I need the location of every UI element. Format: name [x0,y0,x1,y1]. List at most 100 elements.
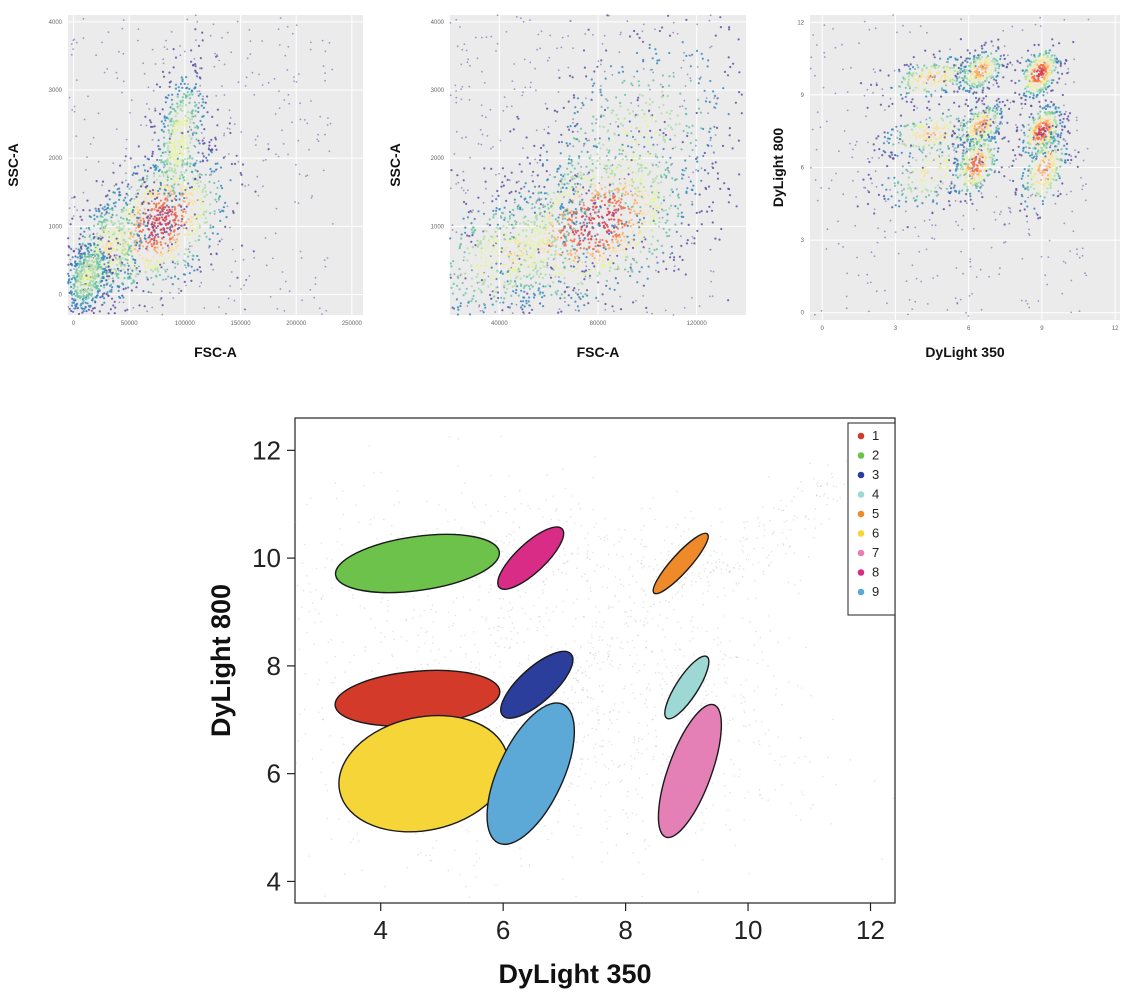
data-point [631,110,635,113]
data-point [571,76,574,79]
data-point [700,127,703,130]
data-point [569,249,572,252]
data-point [583,224,586,227]
data-point [664,133,667,137]
data-point [165,204,169,207]
data-point [708,295,711,298]
data-point [164,211,167,215]
data-point [652,219,655,222]
data-point [295,81,298,83]
data-point [96,260,99,263]
data-point [188,272,191,275]
data-point [719,187,722,190]
data-point [163,46,166,48]
data-point [585,165,588,168]
data-point [165,215,168,218]
data-point [495,198,498,201]
data-point [184,188,187,191]
data-point [485,187,487,190]
data-point [618,178,621,181]
data-point [181,135,184,138]
data-point [167,131,171,134]
data-point [926,74,929,77]
data-point [582,204,585,207]
data-point [462,217,465,220]
data-point [550,212,553,215]
data-point [670,109,673,112]
data-point [189,141,192,144]
data-point [604,302,607,306]
data-point [621,158,624,161]
data-point [570,296,573,299]
data-point [527,285,531,288]
data-point [200,67,203,70]
data-point [661,26,664,29]
data-point [154,109,157,112]
data-point [599,241,602,243]
data-point [167,149,170,152]
data-point [127,253,130,256]
data-point [663,138,666,142]
data-point [146,170,149,173]
data-point [712,270,715,273]
data-point [97,207,100,211]
data-point [180,214,184,217]
data-point [159,186,162,189]
data-point [619,295,622,298]
data-point [461,137,463,139]
data-point [519,306,523,309]
data-point [306,122,309,125]
data-point [73,38,76,41]
data-point [655,131,658,134]
data-point [209,224,212,227]
data-point [456,313,459,316]
data-point [567,66,570,69]
data-point [570,215,574,218]
data-point [175,247,178,250]
data-point [198,102,201,104]
data-point [113,191,116,194]
data-point [170,177,173,181]
data-point [683,307,686,309]
x-tick-label: 80000 [590,321,607,327]
data-point [603,167,606,170]
data-point [492,247,495,250]
data-point [588,207,591,210]
data-point [548,232,551,235]
data-point [449,187,452,190]
data-point [143,169,147,172]
data-point [590,179,593,181]
data-point [485,116,487,119]
data-point [551,225,554,228]
data-point [601,43,604,45]
data-point [624,259,627,261]
data-point [149,190,152,193]
data-point [660,244,663,247]
data-point [171,210,174,213]
data-point [623,128,626,131]
data-point [524,182,527,185]
data-point [299,102,301,105]
data-point [148,234,151,237]
data-point [177,277,180,280]
data-point [189,128,192,131]
data-point [118,301,121,304]
data-point [484,180,487,183]
data-point [115,263,119,267]
data-point [278,44,281,46]
data-point [613,288,616,291]
data-point [203,183,207,187]
data-point [620,239,623,242]
data-point [109,308,112,311]
data-point [326,257,329,259]
data-point [103,284,106,287]
data-point [176,95,179,98]
data-point [709,14,712,17]
data-point [740,112,743,115]
data-point [69,223,72,226]
data-point [167,214,170,217]
data-point [661,90,664,93]
data-point [450,169,453,172]
data-point [188,101,191,104]
data-point [185,205,188,208]
